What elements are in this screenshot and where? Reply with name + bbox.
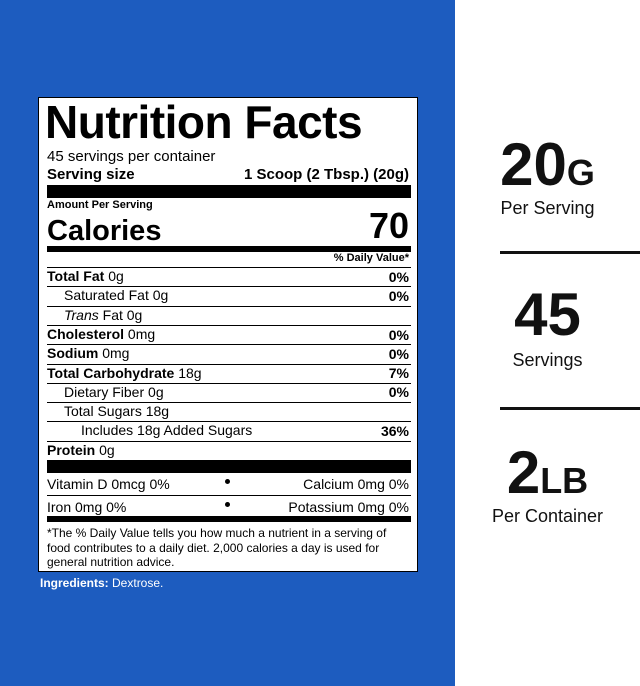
stat-number: 20 — [500, 131, 567, 198]
rule — [47, 460, 411, 473]
rule — [47, 185, 411, 198]
nutrient-row: Sodium 0mg — [47, 345, 129, 362]
nutrient-name: Total Sugars — [64, 403, 142, 420]
stat-number: 45 — [514, 281, 581, 348]
serving-size-label: Serving size — [47, 166, 135, 183]
separator — [500, 407, 640, 410]
bullet — [225, 502, 230, 507]
nutrient-dv: 0% — [388, 287, 409, 304]
nutrient-name: Fat — [102, 306, 123, 323]
serving-size: 1 Scoop (2 Tbsp.) (20g) — [243, 166, 409, 183]
ingredients-label: Ingredients: — [40, 576, 109, 590]
servings: 45 servings per container — [47, 148, 216, 165]
nutrient-row: Saturated Fat 0g — [64, 287, 168, 304]
rule — [47, 286, 411, 288]
nutrient-name: Cholesterol — [47, 325, 125, 342]
rule — [47, 324, 411, 326]
nutrient-amount: 0g — [152, 287, 169, 304]
vitamin: Potassium 0mg 0% — [288, 498, 409, 515]
vitamin: Iron 0mg 0% — [47, 498, 127, 515]
nutrient-name: Dietary Fiber — [64, 383, 145, 400]
nutrient-row: Total Carbohydrate 18g — [47, 365, 202, 382]
nutrient-dv: 7% — [388, 365, 409, 382]
nutrient-dv: 0% — [388, 326, 409, 343]
rule — [47, 246, 411, 252]
nutrient-dv: 0% — [388, 268, 409, 285]
stat-value: 2LB — [455, 439, 640, 515]
stat-value: 20G — [455, 131, 640, 207]
nutrient-amount: 0mg — [127, 325, 156, 342]
nutrient-dv: 36% — [380, 423, 409, 439]
ingredients-text: Dextrose. — [112, 576, 164, 590]
nutrient-row: Includes 18g Added Sugars — [81, 422, 252, 439]
nutrition-label: Nutrition Facts 45 servings per container… — [38, 96, 418, 572]
nutrient-name: Protein — [47, 441, 96, 458]
rule — [47, 516, 411, 522]
nutrient-row: Trans Fat 0g — [64, 307, 142, 324]
rule — [47, 382, 411, 384]
stat-unit: G — [566, 152, 595, 193]
nutrient-amount: 18g — [178, 364, 202, 381]
stat-caption: Per Container — [491, 506, 604, 526]
rule — [47, 495, 411, 496]
stat-number: 2 — [506, 439, 541, 506]
stat-unit: LB — [540, 460, 589, 501]
vitamin: Vitamin D 0mcg 0% — [47, 475, 170, 492]
nutrient-amount: 0g — [108, 268, 124, 284]
vitamin: Calcium 0mg 0% — [303, 475, 409, 492]
label-title: Nutrition Facts — [45, 96, 363, 149]
amount-per-serving: Amount Per Serving — [47, 199, 153, 212]
nutrient-amount: 0g — [148, 383, 164, 400]
nutrient-row: Total Fat 0g — [47, 268, 124, 285]
nutrient-dv: 0% — [388, 384, 409, 401]
rule — [47, 402, 411, 404]
nutrient-row: Protein 0g — [47, 442, 115, 459]
nutrient-amount: 18g — [145, 403, 170, 420]
nutrient-name: Saturated Fat — [64, 287, 149, 304]
nutrient-name: Total Carbohydrate — [47, 364, 175, 381]
rule — [47, 305, 411, 307]
nutrient-amount: 0g — [99, 441, 115, 458]
stat-value: 45 — [455, 281, 640, 349]
rule — [47, 267, 411, 268]
nutrient-amount: 0g — [126, 306, 143, 323]
nutrient-name: Includes 18g Added Sugars — [81, 422, 253, 439]
rule — [47, 421, 411, 423]
nutrient-amount: 0mg — [102, 345, 130, 362]
stat-caption: Per Serving — [500, 198, 595, 218]
nutrient-row: Cholesterol 0mg — [47, 326, 155, 343]
stat-caption: Servings — [512, 350, 583, 370]
rule — [47, 344, 411, 346]
nutrient-row: Total Sugars 18g — [64, 403, 169, 420]
calories: 70 — [368, 205, 409, 247]
daily-value-header: % Daily Value* — [333, 252, 409, 265]
calories-label: Calories — [47, 214, 162, 247]
nutrient-row: Dietary Fiber 0g — [64, 384, 164, 401]
footnote: *The % Daily Value tells you how much a … — [47, 526, 387, 569]
nutrient-name-em: Trans — [64, 306, 99, 323]
nutrient-name: Total Fat — [47, 268, 105, 284]
rule — [47, 363, 411, 365]
ingredients: Ingredients: Dextrose. — [40, 576, 163, 590]
nutrient-name: Sodium — [47, 345, 99, 362]
rule — [47, 440, 411, 442]
nutrient-dv: 0% — [388, 345, 409, 362]
separator — [500, 251, 640, 254]
bullet — [225, 479, 230, 484]
